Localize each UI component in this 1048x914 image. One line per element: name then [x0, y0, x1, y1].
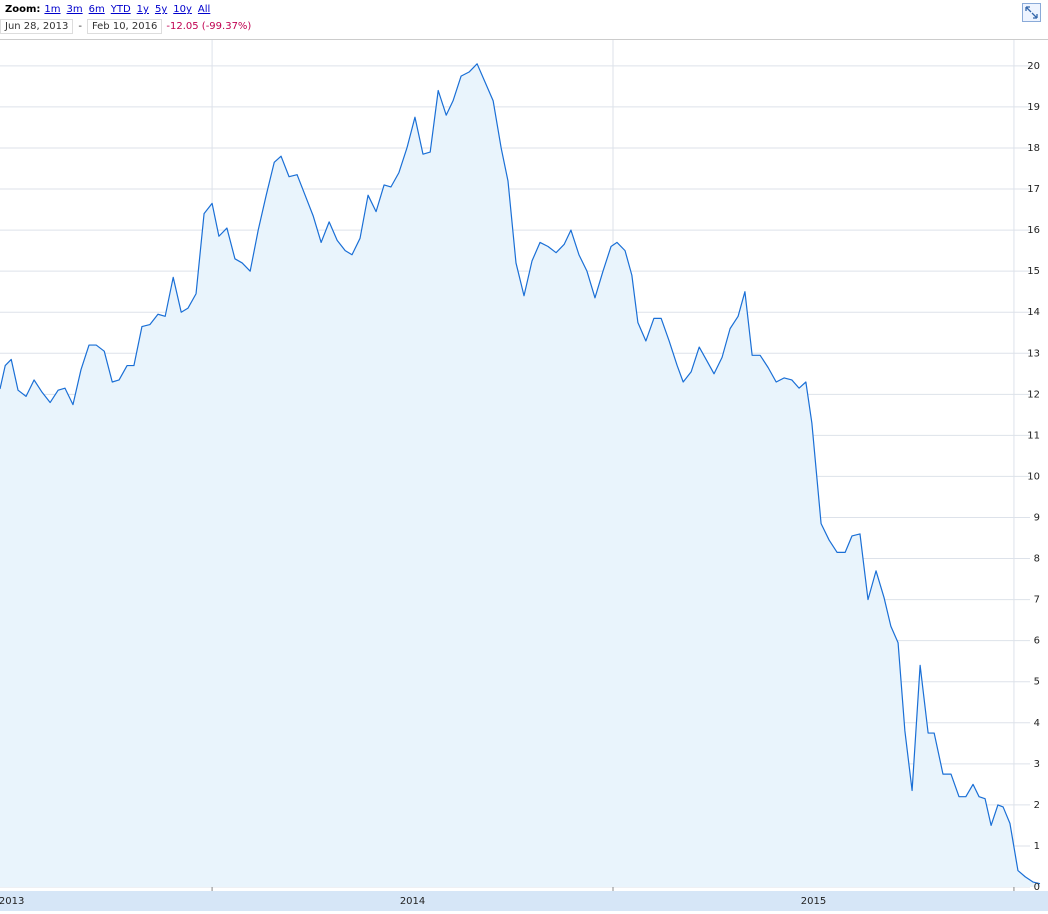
y-tick-label: 0	[1034, 882, 1040, 893]
y-tick-label: 11	[1027, 430, 1040, 441]
x-tick-label: 2013	[0, 896, 24, 907]
date-row: Jun 28, 2013- Feb 10, 2016 -12.05 (-99.37%…	[0, 19, 251, 34]
zoom-option[interactable]: 1m	[44, 4, 61, 15]
x-axis-band	[0, 891, 1048, 911]
y-tick-label: 16	[1027, 225, 1040, 236]
y-tick-label: 20	[1027, 61, 1040, 72]
zoom-option[interactable]: YTD	[110, 4, 131, 15]
zoom-option[interactable]: 10y	[173, 4, 192, 15]
y-tick-label: 12	[1027, 389, 1040, 400]
x-tick-label: 2015	[801, 896, 826, 907]
zoom-option[interactable]: 5y	[154, 4, 168, 15]
fullscreen-button[interactable]	[1022, 3, 1041, 22]
start-date[interactable]: Jun 28, 2013	[0, 19, 74, 34]
y-tick-label: 5	[1034, 677, 1040, 688]
price-change: -12.05 (-99.37%)	[166, 21, 252, 32]
y-tick-label: 6	[1034, 636, 1040, 647]
zoom-option[interactable]: 6m	[88, 4, 105, 15]
y-tick-label: 10	[1027, 471, 1040, 482]
zoom-option[interactable]: All	[197, 4, 211, 15]
zoom-label: Zoom:	[5, 4, 41, 15]
y-tick-label: 13	[1027, 348, 1040, 359]
y-tick-label: 3	[1034, 759, 1040, 770]
y-tick-label: 17	[1027, 184, 1040, 195]
area-fill	[0, 63, 1040, 888]
y-tick-label: 8	[1034, 554, 1040, 565]
end-date[interactable]: Feb 10, 2016	[86, 19, 163, 34]
y-tick-label: 15	[1027, 266, 1040, 277]
separator: -	[78, 21, 82, 32]
y-tick-label: 19	[1027, 102, 1040, 113]
y-tick-label: 1	[1034, 841, 1040, 852]
y-tick-label: 18	[1027, 143, 1040, 154]
toolbar: Zoom: 1m 3m 6m YTD 1y 5y 10y All Jun 28, 2013- Fe…	[0, 0, 1048, 40]
price-line	[0, 63, 1041, 885]
y-tick-label: 7	[1034, 595, 1040, 606]
zoom-links: 1m 3m 6m YTD 1y 5y 10y All	[44, 4, 216, 15]
y-tick-label: 14	[1027, 307, 1040, 318]
x-tick-label: 2014	[400, 896, 425, 907]
zoom-option[interactable]: 3m	[66, 4, 83, 15]
zoom-row: Zoom: 1m 3m 6m YTD 1y 5y 10y All	[5, 4, 216, 15]
y-tick-label: 2	[1034, 800, 1040, 811]
zoom-option[interactable]: 1y	[136, 4, 149, 15]
y-tick-label: 4	[1034, 718, 1040, 729]
y-tick-label: 9	[1034, 512, 1040, 523]
